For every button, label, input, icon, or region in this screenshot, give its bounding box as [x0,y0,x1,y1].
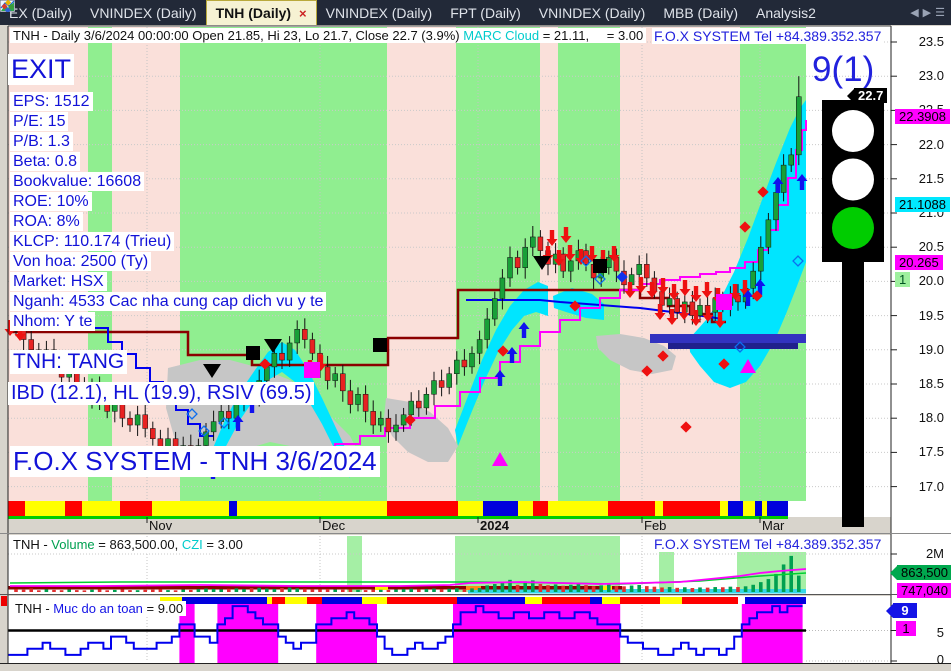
price-axis-label: 18.5 [918,376,944,391]
safety-tag-current: 9 [886,603,917,618]
support-zone-bars [650,334,806,349]
date-axis-label-2024: 2024 [480,518,509,533]
tabs-scroll-left-icon[interactable]: ◀ [910,7,919,19]
date-axis-label-Mar: Mar [762,518,785,533]
price-tag-20.265: 20.265 [895,255,943,270]
price-axis-label: 17.5 [918,444,944,460]
volume-pane-title: TNH - Volume = 863,500.00, CZI = 3.00 [10,537,246,552]
fundamental-item: Beta: 0.8 [10,152,81,171]
fundamental-item: KLCP: 110.174 (Trieu) [10,232,175,251]
trend-label: TNH: TANG [10,350,128,374]
signal-count-label: 9(1) [812,50,875,89]
price-axis-label: 23.5 [918,34,944,49]
price-tag-21.1088: 21.1088 [895,197,950,212]
safety-pane-plot [8,597,891,663]
volume-label: Volume [51,537,95,552]
czi-value-volume: = 3.00 [206,537,243,552]
price-axis-label: 19.0 [918,341,944,357]
tab-label: Analysis2 [756,4,816,21]
fundamental-item: Nganh: 4533 Cac nha cung cap dich vu y t… [10,292,327,311]
fundamental-item: Von hoa: 2500 (Ty) [10,252,152,271]
tab-label: VNINDEX (Daily) [90,4,197,21]
tabs-scroll-right-icon[interactable]: ▶ [922,7,932,19]
tabs-menu-icon[interactable]: ☰ [935,7,945,19]
fundamentals-list: EPS: 1512 P/E: 15 P/B: 1.3 Beta: 0.8 Bookval… [10,92,327,332]
marc-cloud-value: = 21.11, [542,28,590,43]
safety-tag-low: 1 [896,621,916,636]
volume-value: = 863,500.00, [98,537,179,552]
price-axis-label: 22.0 [918,136,944,152]
volume-pane-plot [8,536,891,594]
tab-bar: EX (Daily) VNINDEX (Daily) TNH (Daily) × VNI… [0,0,951,25]
tab-close-icon[interactable]: × [299,5,307,21]
tab-ex-daily-[interactable]: EX (Daily) [0,0,81,25]
fundamental-item: P/E: 15 [10,112,69,131]
marc-cloud-label: MARC Cloud [463,28,540,43]
date-axis-label-Nov: Nov [149,518,173,533]
fundamental-item: EPS: 1512 [10,92,93,111]
volume-axis-label: 2M [925,546,944,561]
exit-signal-label: EXIT [8,54,75,85]
price-tag-1: 1 [895,272,911,287]
tab-label: TNH (Daily) [215,5,292,21]
price-axis-label: 23.0 [918,68,944,84]
tab-label: MBB (Daily) [663,4,738,21]
price-axis-label: 20.5 [918,239,944,255]
fundamental-item: Bookvalue: 16608 [10,172,145,191]
pane-frames [0,25,951,664]
tab-label: FPT (Daily) [450,4,521,21]
price-tag-22.3908: 22.3908 [895,109,950,124]
price-axis-label: 19.5 [918,307,944,323]
volume-title-prefix: TNH - [13,537,48,552]
safety-value: = 9.00 [146,601,184,616]
price-tag-22.7: 22.7 [847,88,888,103]
safety-pane-title: TNH - Muc do an toan = 9.00 [12,601,187,616]
fundamental-item: Nhom: Y te [10,312,96,331]
price-axis-label: 21.5 [918,170,944,186]
volume-tag-ma: 747,040 [897,583,951,598]
fox-contact-main: F.O.X SYSTEM Tel +84.389.352.357 [652,28,884,44]
watermark-label: F.O.X SYSTEM - TNH 3/6/2024 [10,446,380,477]
tab-analysis2[interactable]: Analysis2 [1,0,825,25]
fundamental-item: ROE: 10% [10,192,92,211]
price-axis-label: 17.0 [918,478,944,494]
tab-nav-controls: ◀ ▶ ☰ [904,0,951,25]
tab-label: VNINDEX (Daily) [325,4,433,21]
volume-tag-current: 863,500 [890,565,951,580]
main-pane-title: TNH - Daily 3/6/2024 00:00:00 Open 21.85… [10,28,647,43]
date-axis-label-Feb: Feb [644,518,667,533]
fundamental-item: P/B: 1.3 [10,132,73,151]
analysis-icon [1,0,15,12]
indicators-label: IBD (12.1), HL (19.9), RSIV (69.5) [8,382,315,405]
safety-axis-label-5: 5 [936,625,944,640]
ohlc-summary: TNH - Daily 3/6/2024 00:00:00 Open 21.85… [13,28,460,43]
tab-label: EX (Daily) [9,4,73,21]
safety-axis-label-0: 0 [936,652,944,667]
fox-contact-volume: F.O.X SYSTEM Tel +84.389.352.357 [652,536,884,552]
traffic-light-indicator [822,100,884,527]
czi-label: CZI [181,537,203,552]
price-axis-label: 18.0 [918,410,944,426]
czi-value: = 3.00 [606,28,644,43]
safety-name: Muc do an toan [53,601,143,616]
trend-ribbon-main [8,501,788,519]
date-axis-label-Dec: Dec [322,518,346,533]
safety-title-prefix: TNH - [15,601,50,616]
price-axis-label: 20.0 [918,273,944,289]
fundamental-item: Market: HSX [10,272,107,291]
tab-label: VNINDEX (Daily) [538,4,646,21]
fundamental-item: ROA: 8% [10,212,83,231]
